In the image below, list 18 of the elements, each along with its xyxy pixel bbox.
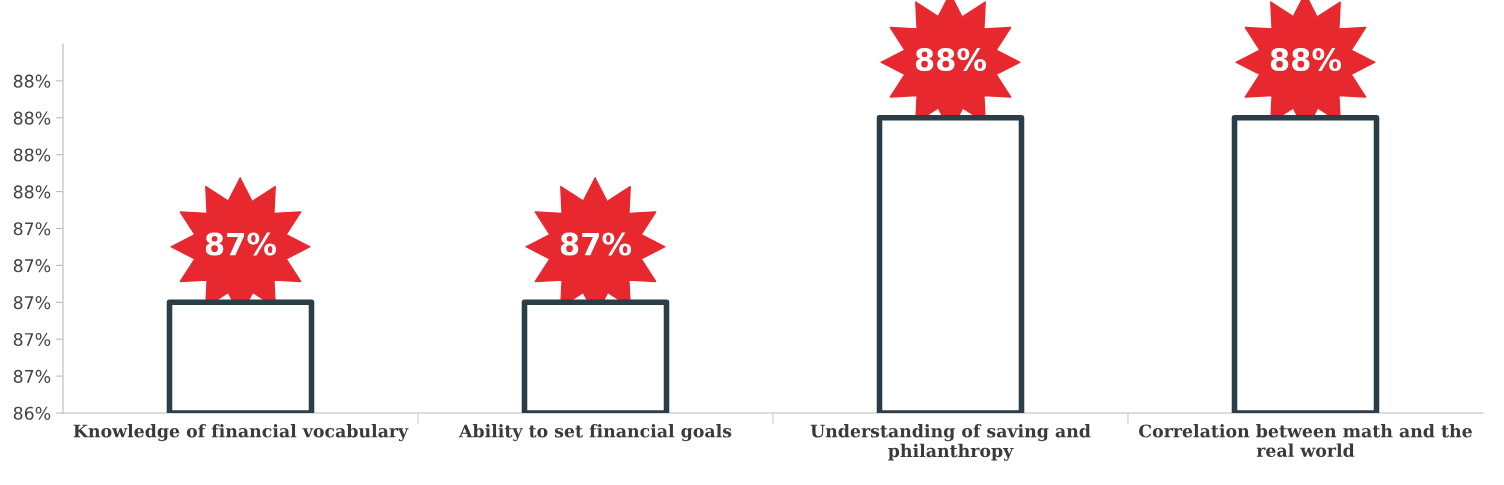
y-tick-label: 86%: [13, 406, 51, 420]
y-tick-label: 88%: [13, 185, 51, 199]
data-label: 87%: [205, 232, 277, 256]
x-tick-label: Ability to set financial goals: [458, 424, 732, 442]
y-tick-label: 88%: [13, 111, 51, 125]
y-tick-label: 88%: [13, 74, 51, 88]
x-tick-label: Correlation between math and the real world: [1139, 424, 1472, 457]
y-tick-label: 88%: [13, 148, 51, 162]
x-tick-label: Knowledge of financial vocabulary: [73, 424, 409, 442]
data-label: 87%: [560, 232, 632, 256]
data-label: 88%: [1270, 48, 1342, 72]
y-tick-label: 87%: [13, 259, 51, 273]
data-label: 88%: [915, 48, 987, 72]
y-tick-label: 87%: [13, 369, 51, 383]
y-tick-label: 87%: [13, 332, 51, 347]
y-tick-label: 87%: [13, 296, 51, 310]
y-tick-label: 87%: [13, 222, 51, 236]
x-tick-label: Understanding of saving and philanthropy: [810, 424, 1091, 461]
